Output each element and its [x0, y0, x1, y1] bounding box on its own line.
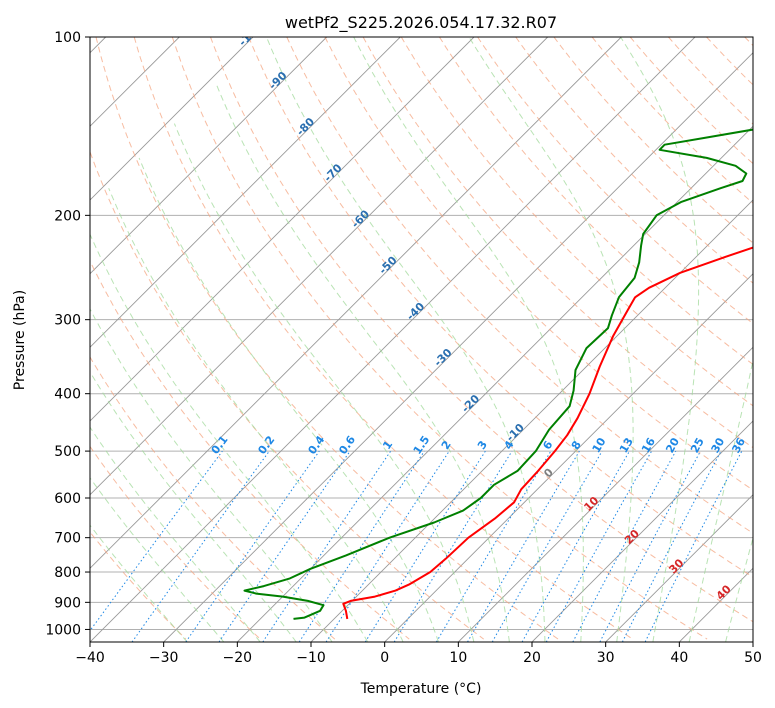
- isotherm-line: [90, 37, 254, 201]
- x-tick-label: 50: [744, 650, 762, 666]
- isotherm-line: [90, 37, 696, 642]
- grid-layer: [90, 37, 753, 642]
- moist-adiabat: [688, 358, 753, 642]
- moist-adiabat: [90, 426, 261, 642]
- dry-adiabat: [438, 37, 753, 366]
- mixing-ratio-label: 36: [729, 435, 748, 455]
- y-tick-label: 400: [54, 387, 81, 403]
- y-tick-label: 600: [54, 491, 81, 507]
- dry-adiabat: [90, 259, 410, 640]
- y-tick-label: 900: [54, 595, 81, 611]
- moist-adiabat: [620, 37, 700, 642]
- isotherm-label: -100: [236, 20, 265, 49]
- isotherm-line: [457, 346, 753, 642]
- x-tick-label: 20: [523, 650, 541, 666]
- dry-adiabat: [324, 37, 753, 491]
- moist-adiabat: [138, 157, 439, 642]
- isotherm-line: [90, 37, 328, 275]
- x-tick-label: −30: [149, 650, 179, 666]
- mixing-ratio-line: [131, 450, 270, 642]
- dry-adiabat: [171, 37, 708, 640]
- plot-frame: [89, 36, 754, 643]
- isotherm-line: [90, 37, 622, 569]
- dry-adiabat: [591, 37, 753, 204]
- isotherm-line: [236, 125, 753, 642]
- isotherm-line: [90, 37, 401, 348]
- dry-adiabat: [133, 37, 633, 640]
- mixing-ratio-line: [262, 450, 392, 642]
- x-tick-label: 30: [597, 650, 615, 666]
- x-tick-label: −20: [223, 650, 253, 666]
- x-axis-title: Temperature (°C): [360, 681, 482, 697]
- y-axis-title: Pressure (hPa): [12, 290, 28, 390]
- moist-adiabat: [173, 123, 475, 642]
- mixing-ratio-line: [545, 450, 653, 642]
- isotherm-line: [752, 641, 753, 642]
- moist-adiabat: [215, 83, 510, 642]
- moist-adiabat: [725, 536, 753, 642]
- mixing-ratio-line: [521, 450, 630, 642]
- moist-adiabat: [90, 524, 188, 642]
- mixing-ratio-label: 25: [688, 436, 707, 456]
- mixing-ratio-line: [644, 450, 743, 642]
- y-tick-label: 1000: [45, 622, 81, 638]
- moist-adiabat: [90, 370, 297, 642]
- moist-adiabat: [353, 37, 584, 642]
- x-tick-label: −10: [296, 650, 326, 666]
- x-tick-label: −40: [75, 650, 105, 666]
- moist-adiabat: [266, 37, 546, 642]
- y-tick-label: 500: [54, 444, 81, 460]
- mixing-ratio-line: [218, 450, 351, 642]
- dry-adiabat: [553, 37, 753, 244]
- y-tick-label: 200: [54, 208, 81, 224]
- moist-adiabat: [90, 308, 333, 642]
- y-tick-label: 700: [54, 531, 81, 547]
- isotherm-line: [605, 494, 753, 642]
- dry-adiabat: [248, 37, 753, 578]
- moist-adiabat: [90, 476, 225, 642]
- y-tick-label: 800: [54, 565, 81, 581]
- chart-title: wetPf2_S225.2026.054.17.32.R07: [285, 13, 557, 33]
- mixing-ratio-line: [325, 450, 450, 642]
- mixing-ratio-line: [90, 450, 223, 632]
- mixing-ratio-line: [298, 450, 425, 642]
- moist-adiabat: [108, 188, 404, 642]
- series-layer: [243, 128, 753, 620]
- isotherm-line: [384, 273, 753, 642]
- dry-adiabat: [286, 37, 753, 534]
- axes-layer: −40 −30 −20 −10 0 10 20 30 40 50 100 200 300 400 500 60…: [45, 30, 762, 666]
- x-tick-label: 10: [449, 650, 467, 666]
- dry-adiabat: [400, 37, 753, 407]
- y-tick-label: 300: [54, 313, 81, 329]
- isotherm-line: [163, 52, 753, 642]
- moist-adiabat: [90, 233, 369, 642]
- x-tick-label: 0: [380, 650, 389, 666]
- mixing-ratio-line: [572, 450, 677, 642]
- isotherm-line: [90, 37, 475, 422]
- mixing-ratio-line: [185, 450, 320, 642]
- x-tick-label: 40: [670, 650, 688, 666]
- isotherm-line: [90, 37, 549, 496]
- y-tick-label: 100: [54, 30, 81, 46]
- isotherm-line: [531, 420, 753, 642]
- plot-area: [90, 37, 753, 642]
